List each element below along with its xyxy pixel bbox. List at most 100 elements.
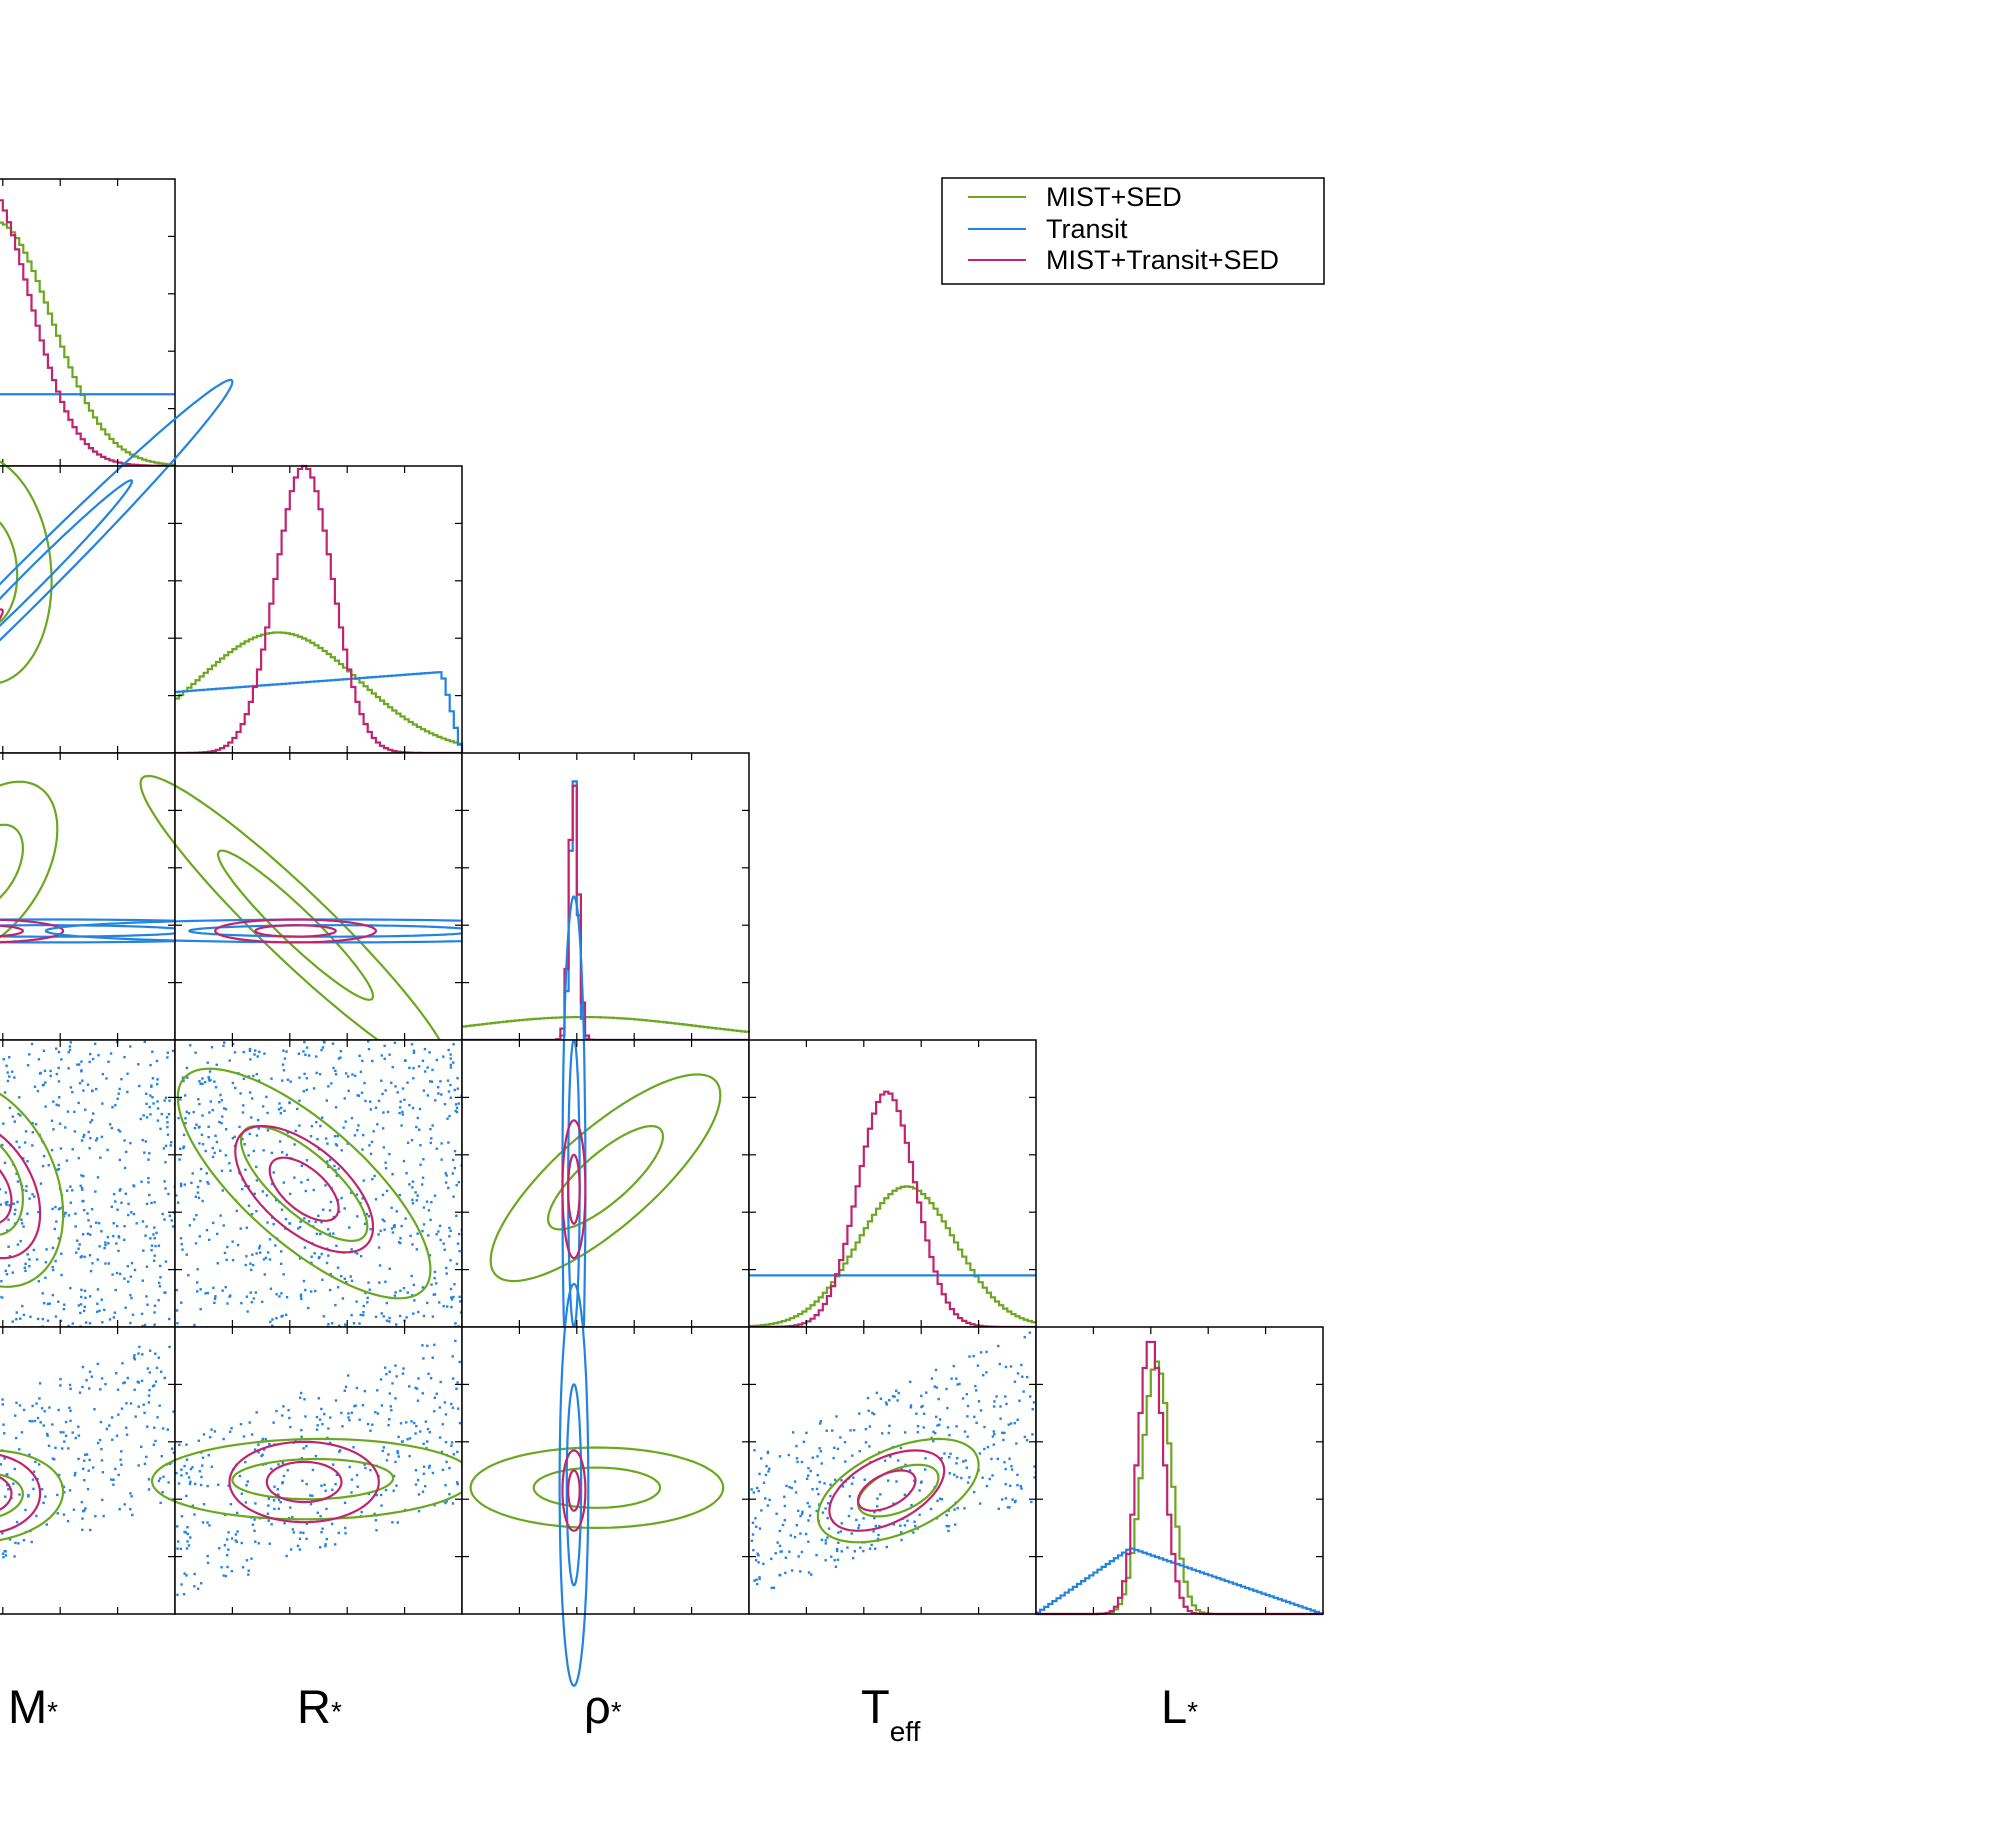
- scatter-point: [946, 1406, 949, 1410]
- scatter-point: [255, 1134, 259, 1137]
- scatter-point: [1, 1532, 4, 1535]
- scatter-point: [355, 1193, 359, 1196]
- scatter-point: [164, 1144, 168, 1148]
- scatter-point: [368, 1100, 372, 1103]
- scatter-point: [399, 1241, 402, 1245]
- scatter-point: [802, 1440, 806, 1444]
- scatter-point: [284, 1217, 288, 1221]
- scatter-point: [51, 1265, 54, 1269]
- scatter-point: [87, 1130, 90, 1134]
- scatter-point: [191, 1172, 194, 1175]
- scatter-point: [385, 1301, 389, 1305]
- scatter-point: [100, 1230, 103, 1233]
- scatter-point: [758, 1577, 761, 1581]
- scatter-point: [916, 1430, 920, 1434]
- scatter-point: [147, 1394, 151, 1397]
- scatter-point: [277, 1463, 280, 1466]
- scatter-point: [69, 1409, 72, 1412]
- scatter-point: [806, 1501, 809, 1505]
- scatter-point: [391, 1382, 394, 1385]
- scatter-point: [85, 1379, 88, 1382]
- scatter-point: [274, 1198, 278, 1202]
- scatter-point: [758, 1576, 761, 1579]
- scatter-point: [56, 1493, 59, 1497]
- scatter-point: [432, 1293, 435, 1296]
- scatter-point: [140, 1180, 143, 1183]
- scatter-point: [401, 1110, 404, 1114]
- scatter-point: [1018, 1399, 1021, 1403]
- scatter-point: [223, 1544, 227, 1547]
- scatter-point: [321, 1422, 324, 1426]
- scatter-point: [255, 1072, 258, 1076]
- scatter-point: [28, 1453, 31, 1456]
- scatter-point: [100, 1298, 103, 1301]
- scatter-point: [903, 1493, 907, 1496]
- scatter-point: [178, 1158, 181, 1161]
- scatter-point: [223, 1041, 226, 1044]
- scatter-point: [426, 1344, 429, 1348]
- scatter-point: [78, 1243, 81, 1246]
- scatter-point: [955, 1377, 958, 1380]
- scatter-point: [73, 1474, 77, 1477]
- scatter-point: [222, 1437, 225, 1441]
- histogram-mist-transit-sed-teff: [749, 1090, 1036, 1329]
- scatter-point: [336, 1134, 339, 1138]
- scatter-point: [8, 1538, 12, 1541]
- scatter-point: [270, 1467, 273, 1471]
- scatter-point: [817, 1503, 821, 1506]
- scatter-point: [451, 1355, 454, 1358]
- scatter-point: [791, 1431, 795, 1434]
- scatter-point: [126, 1090, 129, 1094]
- scatter-point: [224, 1107, 228, 1111]
- scatter-point: [24, 1262, 27, 1266]
- scatter-point: [447, 1186, 450, 1190]
- scatter-point: [431, 1315, 435, 1318]
- panel-teff-luminosity: [748, 1326, 1038, 1615]
- scatter-point: [833, 1559, 836, 1562]
- scatter-point: [231, 1081, 235, 1085]
- scatter-point: [167, 1481, 170, 1484]
- scatter-point: [28, 1258, 31, 1261]
- scatter-point: [189, 1480, 192, 1484]
- scatter-point: [229, 1503, 233, 1506]
- scatter-point: [884, 1401, 888, 1404]
- scatter-point: [59, 1384, 62, 1387]
- scatter-point: [935, 1386, 938, 1389]
- scatter-point: [88, 1052, 92, 1056]
- scatter-point: [102, 1308, 106, 1312]
- scatter-point: [955, 1425, 958, 1428]
- scatter-point: [279, 1500, 282, 1504]
- scatter-point: [218, 1547, 221, 1550]
- scatter-point: [197, 1439, 201, 1442]
- scatter-point: [234, 1086, 237, 1090]
- scatter-point: [193, 1126, 197, 1130]
- scatter-point: [363, 1081, 366, 1085]
- scatter-point: [141, 1279, 145, 1282]
- scatter-point: [251, 1253, 254, 1256]
- scatter-point: [159, 1501, 162, 1505]
- scatter-point: [399, 1237, 402, 1240]
- scatter-point: [449, 1096, 453, 1099]
- contour-mist-sed-radius-luminosity-level-1: [231, 1457, 395, 1501]
- scatter-point: [894, 1389, 898, 1393]
- scatter-point: [265, 1095, 268, 1099]
- scatter-point: [37, 1280, 40, 1283]
- scatter-point: [69, 1286, 72, 1290]
- scatter-point: [208, 1436, 212, 1439]
- scatter-point: [16, 1243, 20, 1246]
- scatter-point: [18, 1448, 21, 1451]
- scatter-point: [841, 1485, 845, 1488]
- scatter-point: [98, 1438, 102, 1442]
- scatter-point: [77, 1101, 80, 1105]
- scatter-point: [311, 1494, 314, 1497]
- scatter-point: [230, 1427, 233, 1430]
- scatter-point: [161, 1427, 165, 1430]
- scatter-point: [247, 1573, 250, 1576]
- scatter-point: [985, 1350, 988, 1354]
- scatter-point: [396, 1451, 400, 1455]
- scatter-point: [119, 1458, 122, 1461]
- scatter-point: [388, 1392, 392, 1395]
- scatter-point: [122, 1381, 125, 1385]
- scatter-point: [770, 1557, 773, 1560]
- scatter-point: [283, 1057, 287, 1060]
